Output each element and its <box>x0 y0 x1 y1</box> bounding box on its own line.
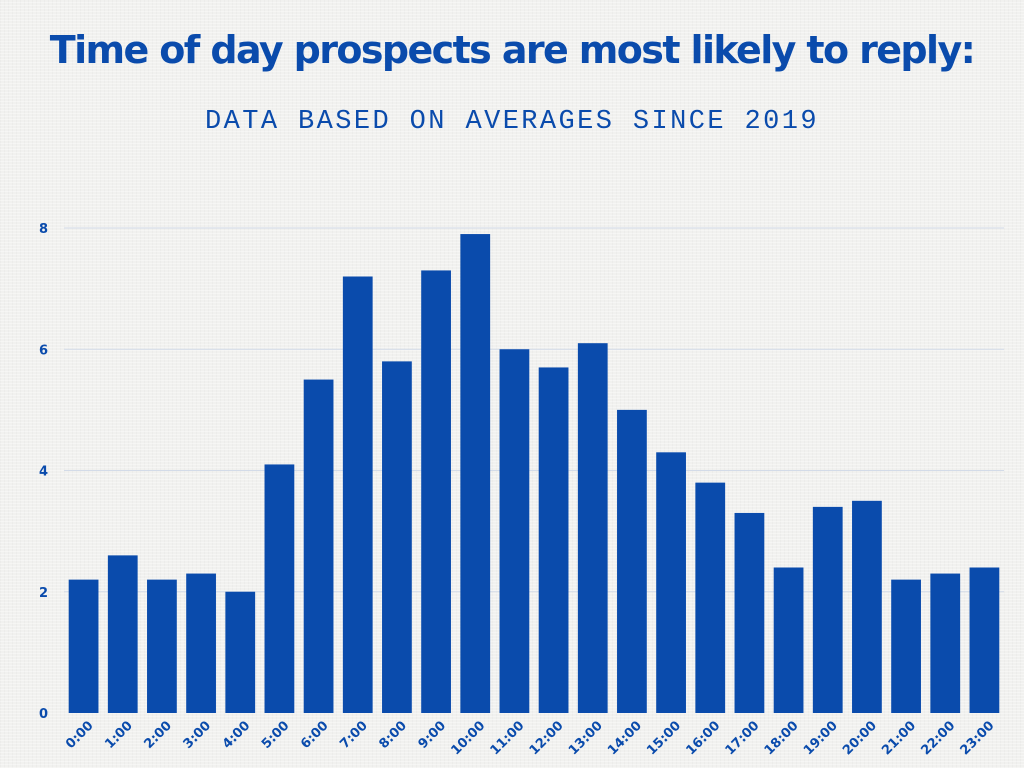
bar-18-00 <box>773 567 804 713</box>
x-tick-label: 20:00 <box>840 718 880 758</box>
x-tick-label: 22:00 <box>918 718 958 758</box>
bar-3-00 <box>186 573 216 713</box>
x-tick-label: 17:00 <box>723 718 763 758</box>
bar-5-00 <box>264 464 295 713</box>
bar-17-00 <box>734 512 765 713</box>
x-tick-label: 18:00 <box>762 718 802 758</box>
bar-4-00 <box>225 591 256 713</box>
y-axis-ticks: 0 2 4 6 8 <box>39 222 48 722</box>
y-tick-label: 8 <box>39 222 48 237</box>
bar-21-00 <box>891 579 921 713</box>
bar-1-00 <box>107 555 138 713</box>
bar-7-00 <box>342 276 373 713</box>
y-tick-label: 0 <box>39 707 48 722</box>
x-tick-label: 9:00 <box>416 718 449 751</box>
gridlines <box>64 227 1004 593</box>
bar-11-00 <box>499 349 530 713</box>
bar-15-00 <box>656 452 686 713</box>
bar-19-00 <box>812 506 843 713</box>
x-tick-label: 11:00 <box>488 718 528 758</box>
x-tick-label: 1:00 <box>102 718 135 751</box>
bar-8-00 <box>382 361 412 713</box>
bar-0-00 <box>68 579 99 713</box>
x-tick-label: 3:00 <box>181 718 214 751</box>
x-tick-label: 0:00 <box>63 718 96 751</box>
bar-14-00 <box>617 409 647 713</box>
bar-2-00 <box>147 579 177 713</box>
x-tick-label: 7:00 <box>337 718 370 751</box>
bar-16-00 <box>695 482 726 713</box>
x-tick-label: 10:00 <box>448 718 488 758</box>
y-tick-label: 6 <box>39 343 48 358</box>
bar-23-00 <box>969 567 1000 713</box>
x-tick-label: 13:00 <box>566 718 606 758</box>
chart-title: Time of day prospects are most likely to… <box>49 28 976 72</box>
x-tick-label: 19:00 <box>801 718 841 758</box>
x-axis-ticks: 0:00 1:00 2:00 3:00 4:00 5:00 6:00 7:00 8:00 9:00… <box>63 718 997 758</box>
x-tick-label: 8:00 <box>376 718 409 751</box>
x-tick-label: 23:00 <box>958 718 998 758</box>
x-tick-label: 6:00 <box>298 718 331 751</box>
chart-subtitle: DATA BASED ON AVERAGES SINCE 2019 <box>205 107 819 137</box>
x-tick-label: 16:00 <box>683 718 723 758</box>
bar-12-00 <box>538 367 569 713</box>
x-tick-label: 14:00 <box>605 718 645 758</box>
x-tick-label: 12:00 <box>527 718 567 758</box>
y-tick-label: 2 <box>39 586 48 601</box>
x-tick-label: 2:00 <box>141 718 174 751</box>
x-tick-label: 15:00 <box>644 718 684 758</box>
x-tick-label: 21:00 <box>879 718 919 758</box>
x-tick-label: 5:00 <box>259 718 292 751</box>
bar-6-00 <box>303 379 334 713</box>
bar-13-00 <box>577 343 608 713</box>
y-tick-label: 4 <box>39 465 48 480</box>
bar-20-00 <box>852 500 882 713</box>
bar-22-00 <box>930 573 961 713</box>
bar-9-00 <box>421 270 451 713</box>
x-tick-label: 4:00 <box>220 718 253 751</box>
bar-10-00 <box>460 234 491 713</box>
bars <box>68 234 1000 713</box>
